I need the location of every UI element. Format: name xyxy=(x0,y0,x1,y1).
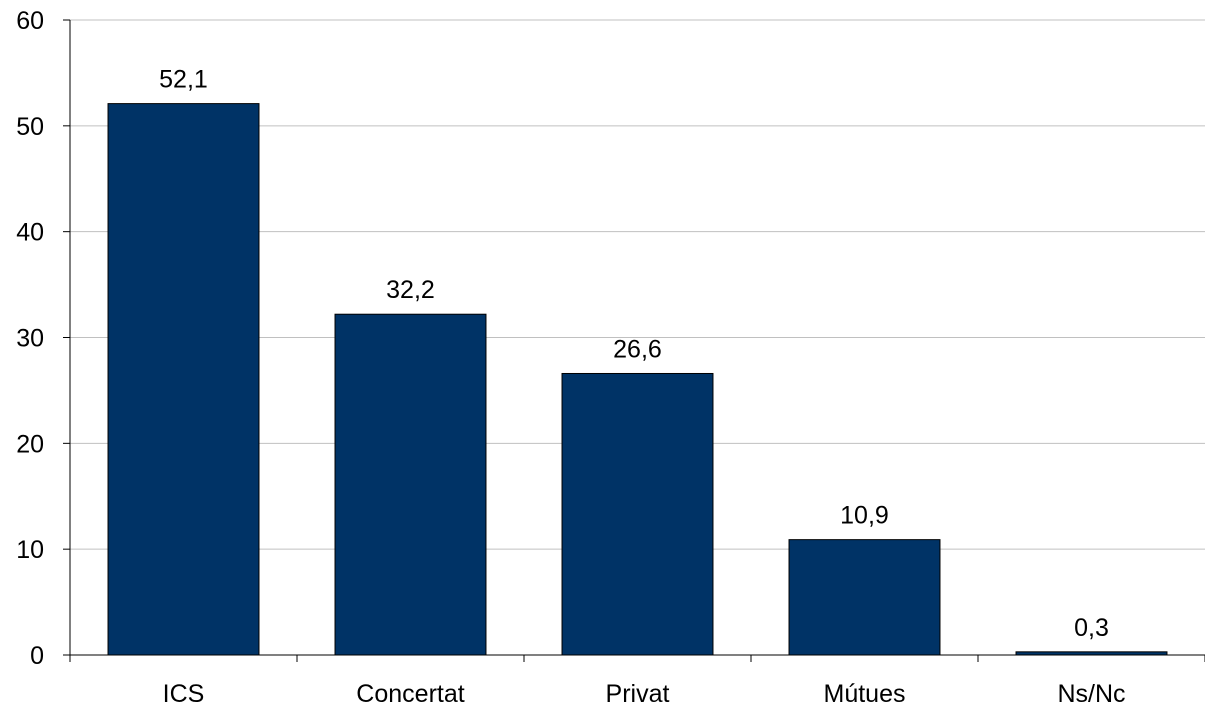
data-label: 10,9 xyxy=(840,502,889,530)
data-label: 0,3 xyxy=(1074,614,1109,642)
bars xyxy=(107,103,1168,656)
x-category-label: Ns/Nc xyxy=(1057,680,1125,708)
bar xyxy=(561,372,714,656)
axes xyxy=(63,19,1205,662)
bar xyxy=(788,539,941,656)
labels: 0 10 20 30 40 50 60 52,1 ICS 32,2 Concertat 26,6 Pri… xyxy=(16,7,1125,708)
x-category-label: ICS xyxy=(163,680,205,708)
x-category-label: Mútues xyxy=(824,680,906,708)
y-tick-label: 10 xyxy=(16,536,44,564)
x-category-label: Concertat xyxy=(356,680,464,708)
x-category-label: Privat xyxy=(606,680,670,708)
y-tick-label: 30 xyxy=(16,325,44,353)
data-label: 52,1 xyxy=(159,66,208,94)
data-label: 32,2 xyxy=(386,276,435,304)
y-tick-label: 0 xyxy=(30,642,44,670)
y-tick-label: 40 xyxy=(16,219,44,247)
y-tick-label: 50 xyxy=(16,113,44,141)
bar xyxy=(334,313,487,656)
y-tick-label: 20 xyxy=(16,430,44,458)
y-tick-label: 60 xyxy=(16,7,44,35)
bar xyxy=(107,103,260,656)
data-label: 26,6 xyxy=(613,335,662,363)
